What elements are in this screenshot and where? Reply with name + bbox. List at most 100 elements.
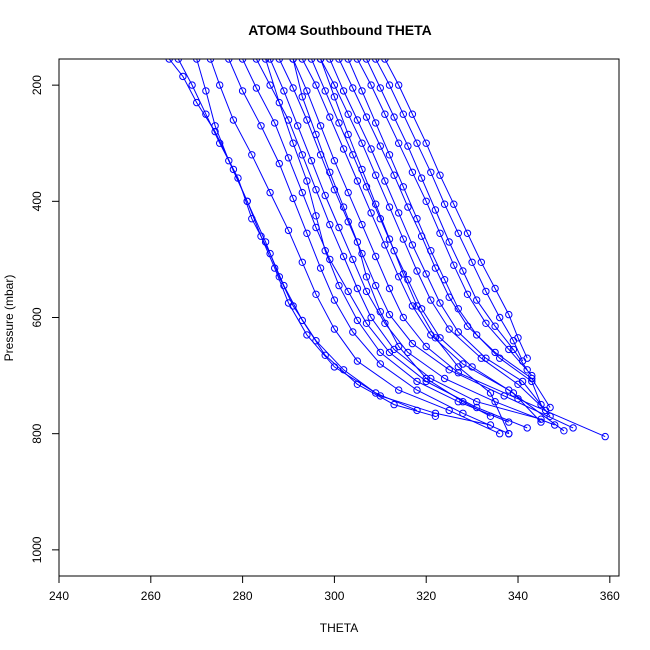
data-point: [275, 98, 283, 107]
data-point: [381, 59, 389, 63]
data-point: [312, 290, 320, 298]
data-point: [385, 235, 394, 243]
data-point: [496, 313, 504, 322]
data-point: [206, 59, 215, 63]
data-point: [229, 116, 238, 124]
data-point: [551, 421, 559, 429]
data-point: [408, 241, 417, 249]
series-layer: [165, 59, 609, 441]
data-point: [188, 81, 196, 89]
data-point: [280, 281, 288, 290]
data-point: [367, 209, 375, 217]
data-point: [436, 171, 444, 179]
data-point: [417, 174, 426, 182]
data-point: [367, 81, 375, 89]
series-line: [301, 59, 565, 432]
data-point: [307, 157, 316, 165]
data-point: [601, 432, 609, 441]
data-point: [298, 188, 306, 197]
data-point: [353, 59, 362, 63]
data-point: [528, 371, 536, 380]
x-axis: 240 260 280 300 320 340 360: [49, 575, 620, 603]
data-point: [330, 186, 339, 194]
series-3: [193, 59, 495, 429]
data-point: [353, 116, 362, 124]
data-point: [491, 322, 499, 330]
data-point: [344, 110, 352, 118]
data-point: [252, 84, 261, 92]
data-point: [523, 424, 531, 432]
data-point: [454, 369, 462, 377]
data-point: [316, 264, 325, 272]
data-point: [376, 308, 384, 316]
data-point: [330, 325, 339, 333]
data-point: [316, 59, 325, 63]
series-7: [252, 59, 545, 423]
x-tick-label: 260: [141, 589, 161, 603]
data-point: [385, 203, 394, 211]
series-line: [329, 59, 551, 417]
data-point: [330, 93, 339, 101]
data-point: [385, 81, 394, 89]
data-point: [385, 310, 394, 319]
data-point: [353, 357, 362, 365]
data-point: [390, 247, 398, 255]
series-22: [261, 59, 513, 426]
data-point: [404, 142, 412, 150]
data-point: [284, 299, 293, 307]
data-point: [330, 363, 339, 371]
data-point: [427, 296, 435, 304]
data-point: [335, 119, 343, 127]
x-tick-label: 280: [233, 589, 253, 603]
data-point: [473, 398, 481, 406]
y-tick-label: 600: [30, 307, 44, 327]
data-point: [358, 87, 366, 95]
data-point: [335, 59, 343, 63]
data-point: [271, 264, 279, 272]
data-point: [339, 252, 348, 261]
y-tick-label: 400: [30, 191, 44, 211]
data-point: [482, 319, 490, 327]
data-point: [482, 354, 490, 362]
data-point: [225, 59, 233, 63]
data-point: [321, 191, 329, 200]
data-point: [303, 229, 311, 238]
data-point: [427, 247, 435, 255]
data-point: [312, 186, 320, 194]
series-line: [177, 59, 436, 417]
data-point: [289, 194, 297, 203]
series-line: [278, 59, 574, 429]
data-point: [381, 177, 389, 185]
data-point: [303, 177, 311, 185]
data-point: [404, 348, 412, 357]
data-point: [422, 270, 430, 278]
data-point: [193, 59, 201, 63]
series-line: [338, 59, 551, 408]
data-point: [326, 113, 334, 121]
series-16: [344, 59, 545, 409]
data-point: [353, 177, 362, 185]
data-point: [280, 87, 288, 95]
series-2: [174, 59, 440, 420]
data-point: [399, 313, 407, 322]
data-point: [404, 276, 412, 284]
data-point: [211, 127, 219, 136]
data-point: [294, 122, 302, 130]
data-point: [335, 223, 343, 232]
data-point: [477, 354, 485, 362]
data-point: [376, 348, 384, 357]
data-point: [321, 247, 329, 255]
data-point: [422, 342, 430, 351]
data-point: [546, 412, 554, 420]
data-point: [358, 139, 366, 147]
data-point: [399, 183, 407, 191]
data-point: [486, 421, 495, 429]
data-point: [413, 377, 421, 386]
series-11: [298, 59, 568, 435]
data-point: [372, 119, 380, 127]
data-point: [248, 151, 256, 159]
data-point: [473, 296, 481, 304]
data-point: [509, 345, 518, 354]
data-point: [252, 59, 261, 63]
data-point: [376, 360, 384, 368]
